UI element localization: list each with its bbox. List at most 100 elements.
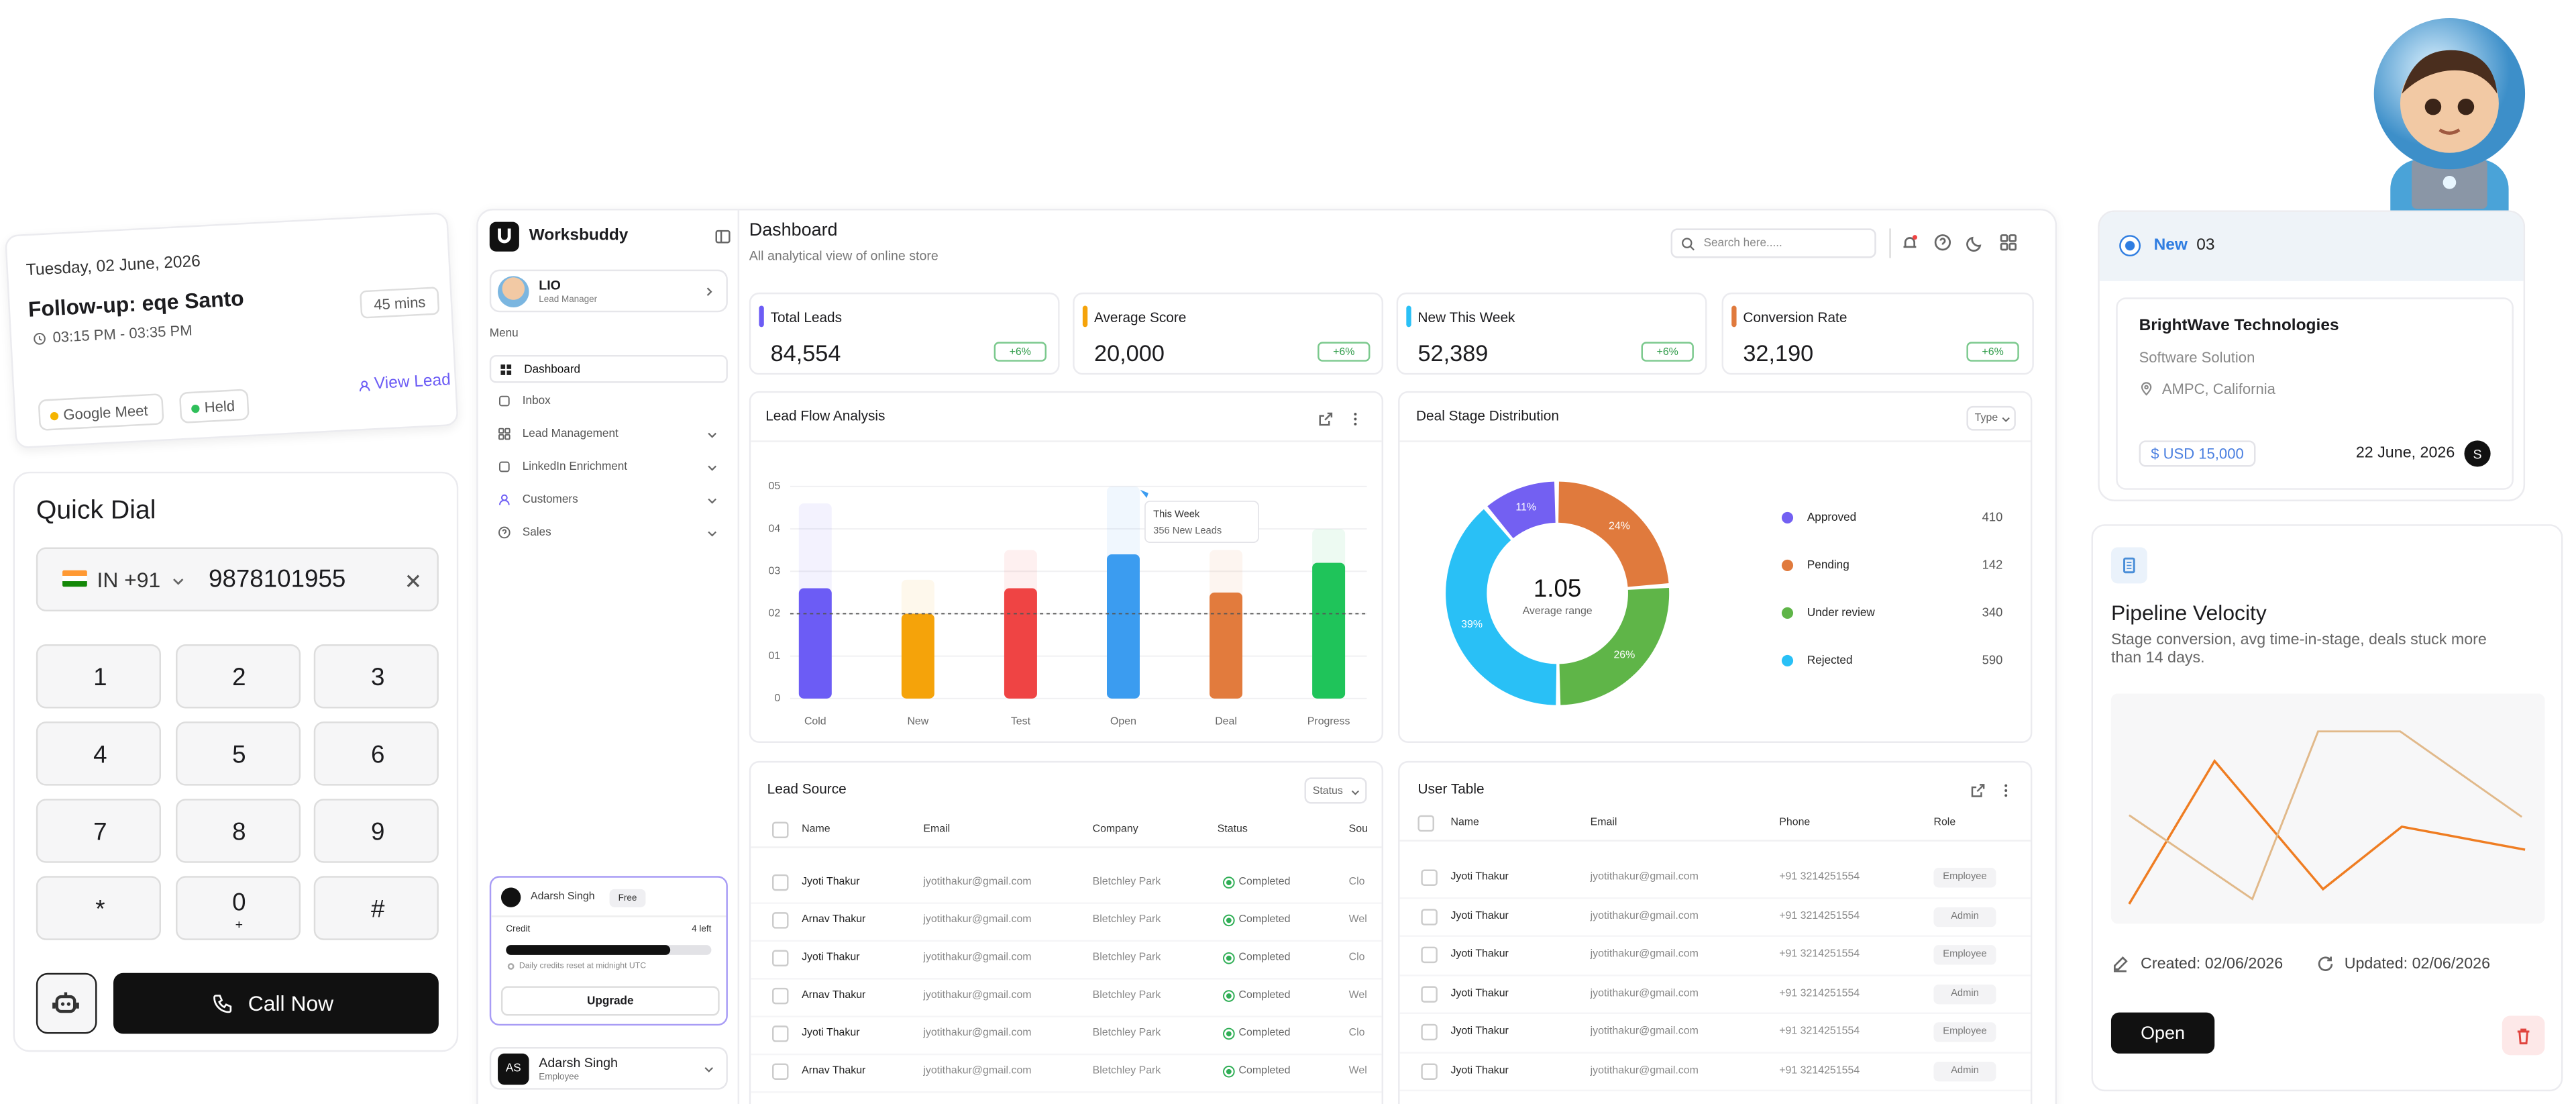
cell: Bletchley Park [1092,1027,1161,1040]
tooltip-title: This Week [1153,509,1200,519]
cell: jyotithakur@gmail.com [923,913,1032,926]
menu-label: Menu [489,328,519,340]
icon-part [213,995,232,1013]
icon-part [1223,952,1235,964]
y-tick-label: 0 [774,693,780,704]
moon-button[interactable] [1966,234,1984,252]
key-label: 2 [232,663,246,691]
user-card[interactable]: LIO Lead Manager [489,269,728,313]
dial-key[interactable]: 7 [36,799,161,863]
row-checkbox[interactable] [1421,946,1438,964]
description: Stage conversion, avg time-in-stage, dea… [2110,631,2487,668]
row-checkbox[interactable] [1421,1062,1438,1079]
clear-button[interactable] [404,572,422,590]
sparkline-box [2110,693,2545,924]
country-code[interactable]: IN +91 [97,567,161,593]
menu-item[interactable]: Inbox [490,388,728,416]
dial-key[interactable]: 3 [313,644,439,709]
icon-part [2517,1028,2530,1045]
type-filter[interactable]: Type [1966,405,2016,431]
menu-item[interactable]: LinkedIn Enrichment [490,454,728,482]
upgrade-button[interactable]: Upgrade [500,986,720,1016]
icon-part [2002,417,2010,422]
phone-input[interactable]: IN +91 9878101955 [36,547,439,612]
menu-icon [498,460,511,474]
header-checkbox[interactable] [1417,815,1434,832]
x-tick-label: New [907,715,928,727]
page-title: Dashboard [749,221,838,241]
delete-button[interactable] [2502,1015,2545,1056]
menu-item[interactable]: Customers [490,487,728,515]
icon-part [38,336,42,341]
tooltip-text: 356 New Leads [1153,525,1222,536]
profile-card[interactable]: AS Adarsh Singh Employee [489,1046,728,1090]
icon-part [1971,784,1985,797]
menu-item[interactable]: Lead Management [490,421,728,449]
call-button[interactable]: Call Now [113,972,439,1034]
phone-number[interactable]: 9878101955 [209,565,346,594]
location: AMPC, California [2161,381,2275,397]
row-checkbox[interactable] [772,987,789,1005]
clock-icon [33,332,47,346]
dial-key[interactable]: 2 [174,644,300,709]
header-checkbox[interactable] [772,821,789,838]
country-chevron[interactable] [169,572,187,590]
dial-key[interactable]: 4 [36,721,161,786]
open-external[interactable] [1318,411,1334,427]
row-checkbox[interactable] [772,1025,789,1042]
icon-part [498,461,510,472]
stat-value: 84,554 [770,339,841,366]
cell: jyotithakur@gmail.com [923,876,1032,888]
dial-key[interactable]: 1 [36,644,161,709]
icon-part [2000,242,2008,251]
dial-key[interactable]: 0 + [174,876,300,940]
open-external[interactable] [1970,783,1986,799]
row-checkbox[interactable] [1421,985,1438,1002]
apps-button[interactable] [1999,234,2017,252]
menu-item[interactable]: Sales [490,519,728,548]
menu-chevron [705,493,720,508]
cell: +91 3214251554 [1779,948,1860,960]
status: Completed [1238,913,1291,926]
dial-key[interactable]: * [36,876,161,940]
eye [2457,98,2475,115]
bell-button[interactable] [1900,234,1919,252]
cell: Jyoti Thakur [802,1027,860,1040]
row-checkbox[interactable] [772,912,789,929]
row-checkbox[interactable] [772,874,789,891]
icon-part [1223,876,1235,889]
row-checkbox[interactable] [1421,869,1438,886]
icon-part [1354,422,1357,425]
icon-part [502,529,507,534]
icon-part [2004,794,2008,797]
user-role: Lead Manager [539,295,598,305]
row-checkbox[interactable] [1421,1023,1438,1041]
assistant-button[interactable] [36,972,97,1034]
menu-item[interactable]: Dashboard [489,354,728,383]
key-label: 0 [232,889,246,917]
icon-part [2517,1028,2530,1045]
menu-icon [498,395,511,408]
dial-key[interactable]: 8 [174,799,300,863]
dial-key[interactable]: 9 [313,799,439,863]
help-button[interactable] [1933,234,1951,252]
icon-part [1226,1031,1232,1037]
more-menu[interactable] [1998,783,2014,799]
status-filter[interactable]: Status [1304,777,1367,804]
search-box[interactable]: Search here..... [1670,228,1876,258]
dial-key[interactable]: 5 [174,721,300,786]
stat-value: 20,000 [1094,339,1165,366]
bar [798,588,832,699]
collapse-button[interactable] [714,228,731,244]
eye [2424,98,2442,115]
row-checkbox[interactable] [772,950,789,966]
icon-part [1682,238,1693,248]
cell: Wel [1348,1065,1367,1077]
face [2400,54,2499,153]
open-button[interactable]: Open [2110,1012,2215,1054]
dial-key[interactable]: 6 [313,721,439,786]
row-checkbox[interactable] [1421,908,1438,925]
dial-key[interactable]: # [313,876,439,940]
row-checkbox[interactable] [772,1063,789,1080]
more-menu[interactable] [1347,411,1363,427]
